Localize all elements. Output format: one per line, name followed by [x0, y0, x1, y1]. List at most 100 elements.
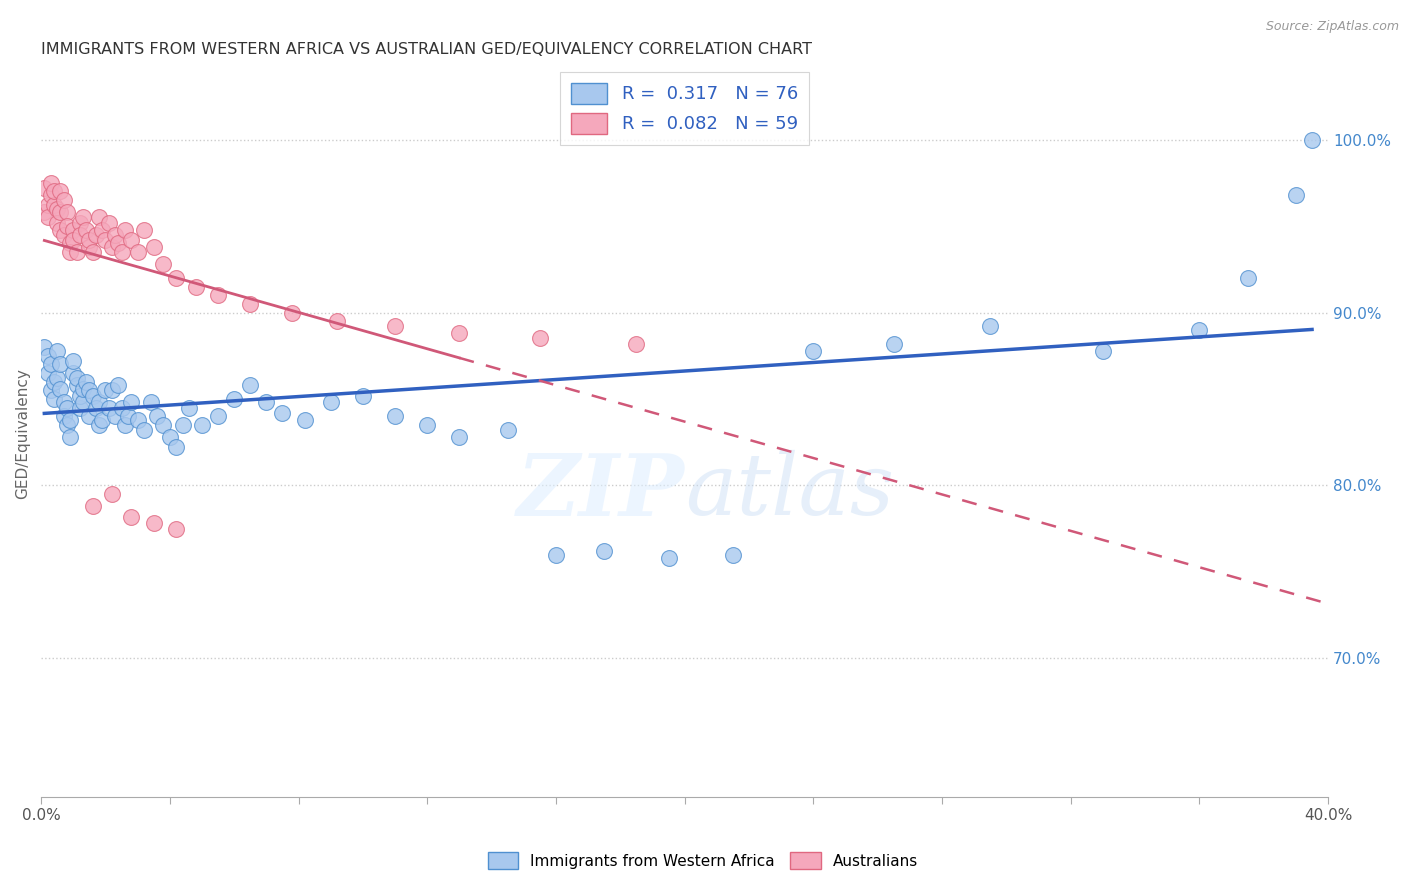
- Point: [281, 305, 304, 319]
- Point: [69, 388, 91, 402]
- Point: [69, 216, 91, 230]
- Point: [91, 413, 114, 427]
- Point: [184, 279, 207, 293]
- Point: [79, 384, 101, 398]
- Point: [39, 358, 62, 372]
- Point: [34, 205, 56, 219]
- Point: [496, 423, 519, 437]
- Point: [46, 371, 69, 385]
- Point: [65, 378, 87, 392]
- Point: [42, 198, 65, 212]
- Point: [72, 382, 94, 396]
- Point: [127, 244, 149, 259]
- Point: [529, 331, 551, 345]
- Point: [1285, 188, 1308, 202]
- Point: [34, 181, 56, 195]
- Point: [62, 354, 84, 368]
- Point: [84, 401, 107, 415]
- Point: [352, 388, 374, 402]
- Point: [165, 441, 187, 455]
- Point: [59, 236, 82, 251]
- Point: [46, 343, 69, 358]
- Point: [46, 216, 69, 230]
- Point: [69, 401, 91, 415]
- Point: [37, 198, 59, 212]
- Point: [132, 222, 155, 236]
- Point: [152, 417, 174, 432]
- Point: [979, 319, 1001, 334]
- Point: [801, 343, 824, 358]
- Point: [37, 366, 59, 380]
- Point: [1301, 132, 1323, 146]
- Point: [87, 417, 110, 432]
- Point: [179, 401, 201, 415]
- Point: [449, 326, 471, 341]
- Point: [52, 395, 75, 409]
- Point: [42, 185, 65, 199]
- Point: [34, 340, 56, 354]
- Point: [172, 417, 194, 432]
- Point: [110, 244, 132, 259]
- Point: [384, 409, 406, 424]
- Point: [42, 375, 65, 389]
- Text: atlas: atlas: [685, 450, 894, 533]
- Point: [75, 222, 97, 236]
- Point: [626, 336, 648, 351]
- Point: [117, 409, 139, 424]
- Point: [132, 423, 155, 437]
- Point: [107, 378, 129, 392]
- Point: [87, 211, 110, 225]
- Legend: Immigrants from Western Africa, Australians: Immigrants from Western Africa, Australi…: [481, 846, 925, 875]
- Point: [271, 406, 294, 420]
- Point: [97, 401, 120, 415]
- Point: [101, 240, 124, 254]
- Point: [207, 288, 229, 302]
- Point: [87, 395, 110, 409]
- Point: [62, 233, 84, 247]
- Point: [49, 205, 72, 219]
- Point: [37, 211, 59, 225]
- Point: [326, 314, 349, 328]
- Point: [52, 193, 75, 207]
- Point: [49, 358, 72, 372]
- Point: [721, 548, 744, 562]
- Point: [883, 336, 905, 351]
- Point: [142, 240, 165, 254]
- Point: [56, 205, 79, 219]
- Point: [94, 384, 117, 398]
- Point: [384, 319, 406, 334]
- Point: [142, 516, 165, 531]
- Point: [56, 219, 79, 233]
- Point: [84, 227, 107, 242]
- Point: [254, 395, 277, 409]
- Point: [593, 544, 616, 558]
- Point: [207, 409, 229, 424]
- Point: [49, 382, 72, 396]
- Y-axis label: GED/Equivalency: GED/Equivalency: [15, 368, 30, 499]
- Point: [544, 548, 567, 562]
- Point: [94, 233, 117, 247]
- Point: [120, 509, 142, 524]
- Point: [62, 222, 84, 236]
- Point: [239, 297, 262, 311]
- Point: [239, 378, 262, 392]
- Point: [65, 371, 87, 385]
- Point: [191, 417, 214, 432]
- Point: [72, 211, 94, 225]
- Point: [120, 233, 142, 247]
- Point: [39, 188, 62, 202]
- Point: [49, 185, 72, 199]
- Point: [65, 244, 87, 259]
- Point: [79, 409, 101, 424]
- Point: [42, 392, 65, 406]
- Point: [416, 417, 439, 432]
- Point: [104, 227, 127, 242]
- Point: [62, 366, 84, 380]
- Point: [224, 392, 246, 406]
- Point: [101, 487, 124, 501]
- Point: [114, 222, 136, 236]
- Point: [79, 233, 101, 247]
- Point: [152, 257, 174, 271]
- Point: [114, 417, 136, 432]
- Text: ZIP: ZIP: [517, 450, 685, 533]
